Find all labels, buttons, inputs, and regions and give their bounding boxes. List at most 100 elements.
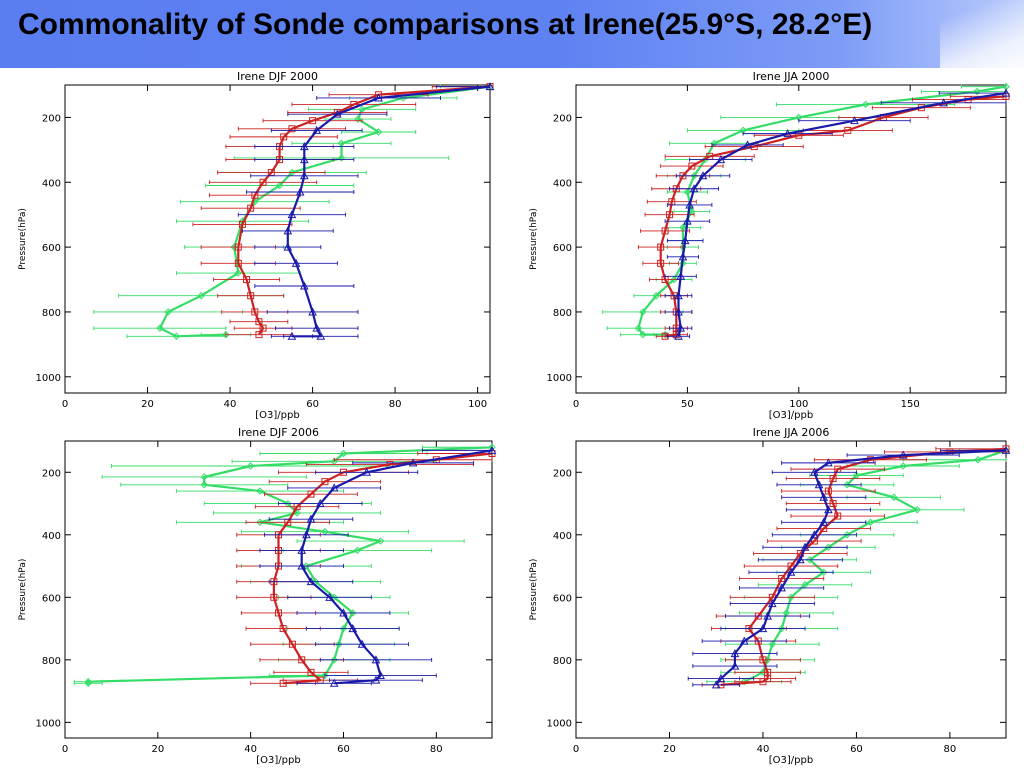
data-point-triangle xyxy=(783,129,792,138)
data-point-diamond xyxy=(330,593,338,602)
data-point-diamond xyxy=(740,678,748,686)
data-point-triangle xyxy=(824,505,833,514)
x-tick-label: 20 xyxy=(663,744,676,755)
series-blue xyxy=(259,445,497,687)
data-point-triangle xyxy=(810,467,819,476)
data-point-diamond xyxy=(974,456,982,464)
x-tick-label: 80 xyxy=(389,399,402,410)
data-point-triangle xyxy=(680,236,690,245)
x-tick-label: 100 xyxy=(789,399,808,410)
data-point-square xyxy=(275,609,282,617)
data-point-triangle xyxy=(302,530,311,539)
x-tick-label: 40 xyxy=(244,744,257,755)
y-tick-label: 400 xyxy=(553,178,572,189)
data-point-triangle xyxy=(676,323,686,332)
series-line xyxy=(286,85,491,338)
data-point-triangle xyxy=(819,492,829,501)
plot-frame xyxy=(64,84,491,394)
data-point-triangle xyxy=(819,517,829,526)
data-point-diamond xyxy=(164,308,172,316)
data-point-triangle xyxy=(485,82,495,91)
data-point-square xyxy=(657,259,665,267)
data-point-square xyxy=(234,243,242,251)
y-tick-label: 800 xyxy=(553,656,572,667)
data-point-square xyxy=(688,162,696,170)
data-point-triangle xyxy=(408,458,418,467)
data-point-diamond xyxy=(84,679,92,687)
x-tick-label: 80 xyxy=(430,744,443,755)
data-point-square xyxy=(288,125,296,133)
data-point-square xyxy=(759,656,767,664)
data-point-diamond xyxy=(302,562,311,570)
data-point-square xyxy=(321,478,329,486)
data-point-triangle xyxy=(299,171,309,180)
chart-panel-jja-2006: Irene JJA 2006 0 20 40 60 80 200 400 600 800 1000 [… xyxy=(529,426,1011,766)
series-red xyxy=(236,450,496,687)
data-point-triangle xyxy=(730,649,740,658)
data-point-triangle xyxy=(357,639,367,648)
data-point-triangle xyxy=(674,291,683,300)
data-point-diamond xyxy=(679,259,687,268)
data-point-triangle xyxy=(685,200,694,209)
data-point-triangle xyxy=(339,608,348,617)
data-point-triangle xyxy=(939,98,948,107)
chart-panel-djf-2000: Irene DJF 2000 0 20 40 60 80 100 200 400 600 800 10… xyxy=(18,70,495,421)
data-point-square xyxy=(844,126,852,134)
y-tick-label: 1000 xyxy=(547,718,572,729)
data-point-triangle xyxy=(698,171,708,180)
x-tick-label: 0 xyxy=(573,399,579,410)
data-point-triangle xyxy=(1001,88,1011,97)
data-point-triangle xyxy=(763,611,772,620)
series-line xyxy=(87,446,493,684)
data-point-diamond xyxy=(335,640,343,648)
data-point-diamond xyxy=(399,94,408,102)
data-point-triangle xyxy=(810,530,819,539)
slide-title: Commonality of Sonde comparisons at Iren… xyxy=(18,8,873,41)
data-point-triangle xyxy=(371,675,381,684)
data-point-diamond xyxy=(200,473,208,481)
data-point-square xyxy=(251,308,259,316)
x-tick-label: 20 xyxy=(151,744,164,755)
chart-title: Irene JJA 2000 xyxy=(753,70,830,83)
data-point-triangle xyxy=(297,545,307,554)
data-point-square xyxy=(238,220,246,228)
data-point-triangle xyxy=(362,467,372,476)
x-tick-label: 0 xyxy=(573,744,579,755)
data-point-triangle xyxy=(287,210,297,219)
data-point-triangle xyxy=(683,216,692,225)
data-point-diamond xyxy=(172,332,181,340)
data-point-diamond xyxy=(354,115,362,123)
data-point-triangle xyxy=(306,514,316,523)
data-point-diamond xyxy=(230,243,238,251)
y-axis-label: Pressure(hPa) xyxy=(18,208,28,270)
series-line xyxy=(300,449,493,685)
data-point-square xyxy=(309,117,317,125)
data-point-square xyxy=(829,500,837,508)
data-point-diamond xyxy=(339,624,348,633)
data-point-square xyxy=(259,324,267,332)
data-point-diamond xyxy=(890,493,898,501)
data-point-diamond xyxy=(349,609,357,617)
data-point-triangle xyxy=(312,125,322,134)
series-line xyxy=(715,449,1007,686)
data-point-triangle xyxy=(767,599,777,608)
data-point-diamond xyxy=(652,292,660,300)
data-point-diamond xyxy=(824,543,833,552)
x-tick-label: 40 xyxy=(757,744,770,755)
data-point-triangle xyxy=(308,307,317,316)
data-point-square xyxy=(255,318,263,326)
data-point-triangle xyxy=(716,674,726,683)
data-point-triangle xyxy=(898,450,908,459)
x-axis-label: [O3]/ppb xyxy=(769,410,813,421)
data-point-diamond xyxy=(820,568,828,577)
y-tick-label: 1000 xyxy=(36,718,61,729)
data-point-square xyxy=(298,656,306,664)
data-point-triangle xyxy=(283,242,293,251)
data-point-triangle xyxy=(743,140,752,149)
data-point-triangle xyxy=(850,116,859,125)
data-point-diamond xyxy=(246,462,255,470)
data-point-diamond xyxy=(376,537,385,545)
data-point-diamond xyxy=(234,269,243,277)
data-point-diamond xyxy=(256,487,264,495)
data-point-triangle xyxy=(299,142,309,151)
